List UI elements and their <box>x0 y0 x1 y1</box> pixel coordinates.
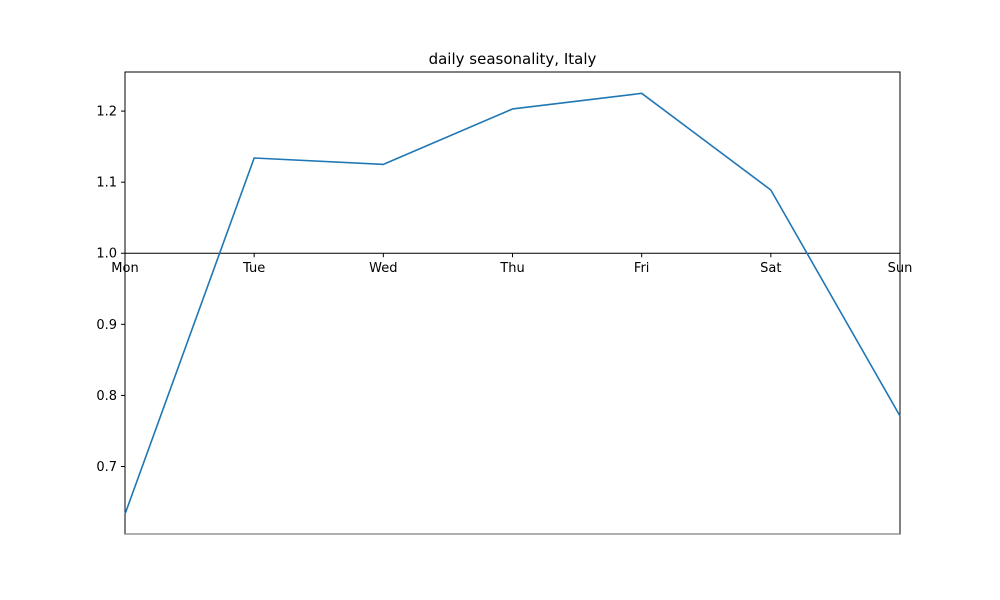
y-axis: 0.7 0.8 0.9 1.0 1.1 1.2 <box>96 105 125 475</box>
y-tick-label: 0.8 <box>96 389 117 404</box>
series-points <box>124 93 901 515</box>
x-axis: Mon Tue Wed Thu Fri Sat Sun <box>111 253 912 276</box>
y-tick-label: 0.7 <box>96 460 117 475</box>
x-tick-label: Fri <box>634 261 650 276</box>
x-tick-label: Wed <box>369 261 397 276</box>
x-tick-label: Sat <box>760 261 781 276</box>
x-tick-label: Tue <box>242 261 265 276</box>
series-line <box>124 92 901 515</box>
y-tick-label: 1.2 <box>96 105 117 120</box>
y-tick-label: 1.1 <box>96 176 117 191</box>
x-tick-label: Sun <box>888 261 913 276</box>
y-tick-label: 0.9 <box>96 318 117 333</box>
x-tick-label: Thu <box>499 261 524 276</box>
x-tick-label: Mon <box>111 261 138 276</box>
plot-frame <box>124 71 901 535</box>
chart-title: daily seasonality, Italy <box>429 50 597 68</box>
y-tick-label: 1.0 <box>96 247 117 262</box>
